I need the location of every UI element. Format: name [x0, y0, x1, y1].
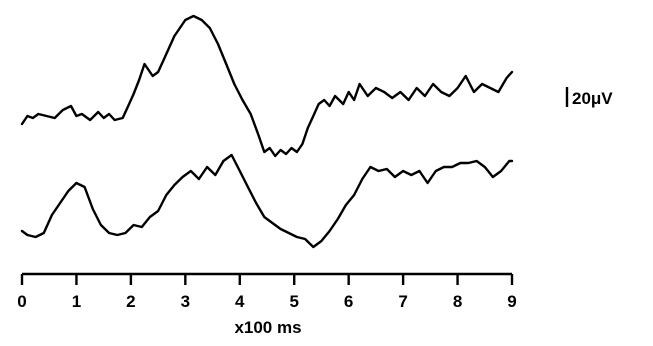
- x-tick-label: 5: [289, 292, 298, 311]
- x-tick-label: 9: [507, 292, 516, 311]
- waveform-trace-2: [20, 153, 514, 249]
- amplitude-scale: 20μV: [565, 87, 613, 108]
- x-tick-label: 1: [72, 292, 81, 311]
- x-tick-label: 8: [453, 292, 462, 311]
- x-tick-label: 7: [398, 292, 407, 311]
- amplitude-scale-label: 20μV: [572, 89, 613, 108]
- waveform-traces: [20, 14, 514, 249]
- x-tick-label: 2: [126, 292, 135, 311]
- x-tick-label: 3: [181, 292, 190, 311]
- x-tick-label: 0: [17, 292, 26, 311]
- x-tick-label: 6: [344, 292, 353, 311]
- x-tick-label: 4: [235, 292, 245, 311]
- waveform-trace-1: [20, 14, 514, 158]
- x-axis: 0 1 2 3 4 5 6 7 8 9 x100 ms: [17, 272, 517, 337]
- x-axis-ticks: 0 1 2 3 4 5 6 7 8 9: [17, 274, 517, 311]
- x-axis-title: x100 ms: [234, 318, 301, 337]
